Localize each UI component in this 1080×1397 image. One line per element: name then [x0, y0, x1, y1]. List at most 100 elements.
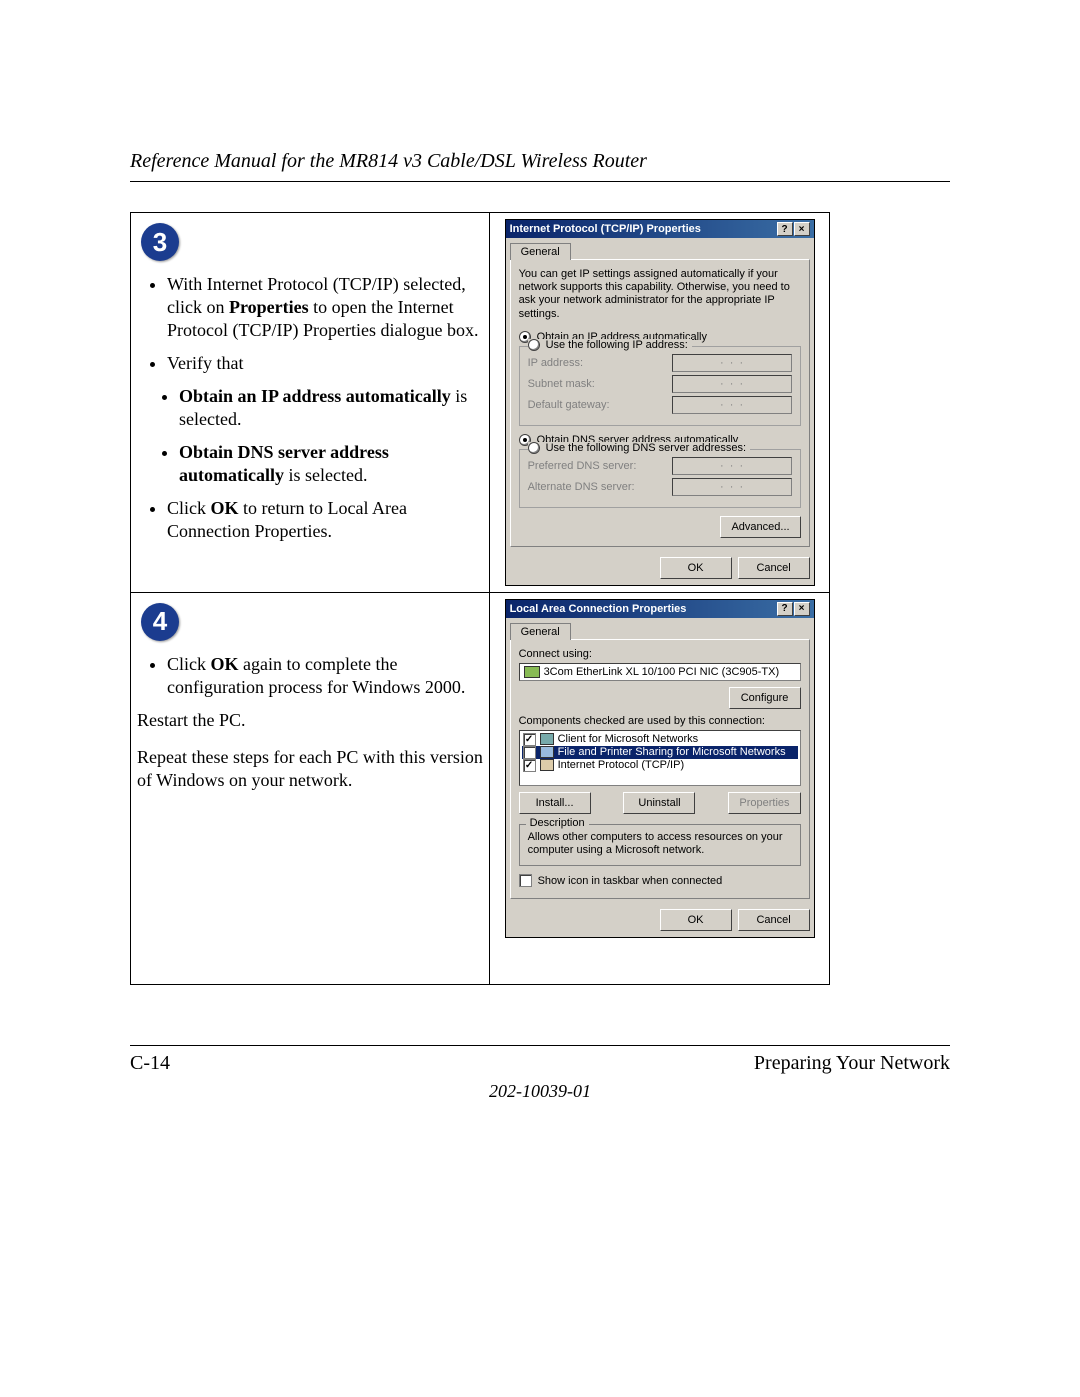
tab-general[interactable]: General [510, 623, 571, 640]
tcpip-body: You can get IP settings assigned automat… [510, 259, 810, 547]
text-bold: OK [211, 654, 239, 674]
text: Click [167, 654, 211, 674]
checkbox-icon[interactable] [523, 759, 536, 772]
components-listbox[interactable]: Client for Microsoft Networks File and P… [519, 730, 801, 786]
tab-row: General [506, 238, 814, 259]
footer-page-num: C-14 [130, 1052, 170, 1075]
tcpip-description: You can get IP settings assigned automat… [519, 268, 801, 321]
radio-use-ip[interactable]: Use the following IP address: [528, 339, 692, 351]
label-pref-dns: Preferred DNS server: [528, 460, 637, 472]
step4-p2: Repeat these steps for each PC with this… [137, 746, 483, 792]
step4-instructions: Click OK again to complete the configura… [131, 653, 489, 812]
label-ip: IP address: [528, 357, 583, 369]
dns-group: Use the following DNS server addresses: … [519, 449, 801, 508]
protocol-icon [540, 759, 554, 771]
step3-item-1: With Internet Protocol (TCP/IP) selected… [167, 273, 483, 342]
list-item-selected[interactable]: File and Printer Sharing for Microsoft N… [522, 746, 798, 759]
ip-group: Use the following IP address: IP address… [519, 346, 801, 426]
footer-doc-number: 202-10039-01 [130, 1081, 950, 1102]
step3-sub-b: Obtain DNS server address automatically … [179, 441, 483, 487]
ok-button[interactable]: OK [660, 557, 732, 579]
step4-text-cell: 4 Click OK again to complete the configu… [131, 592, 490, 984]
cancel-button[interactable]: Cancel [738, 909, 810, 931]
list-item[interactable]: Client for Microsoft Networks [522, 733, 798, 746]
footer-section: Preparing Your Network [754, 1052, 950, 1075]
properties-button[interactable]: Properties [728, 792, 800, 814]
text-bold: OK [211, 498, 239, 518]
text-bold: Obtain an IP address automatically [179, 386, 451, 406]
pref-dns-input[interactable]: · · · [672, 457, 792, 475]
description-text: Allows other computers to access resourc… [528, 831, 792, 857]
alt-dns-input[interactable]: · · · [672, 478, 792, 496]
component-label: Internet Protocol (TCP/IP) [558, 759, 685, 771]
content-table: 3 With Internet Protocol (TCP/IP) select… [130, 212, 830, 985]
step4-item-1: Click OK again to complete the configura… [167, 653, 483, 699]
advanced-button[interactable]: Advanced... [720, 516, 800, 538]
lac-footer-buttons: OK Cancel [506, 903, 814, 937]
radio-icon [528, 339, 540, 351]
lac-dialog: Local Area Connection Properties ? × Gen… [505, 599, 815, 938]
lac-title: Local Area Connection Properties [510, 603, 687, 615]
checkbox-icon[interactable] [523, 733, 536, 746]
tab-general[interactable]: General [510, 243, 571, 260]
footer-rule [130, 1045, 950, 1046]
cancel-button[interactable]: Cancel [738, 557, 810, 579]
step3-item-2: Verify that [167, 352, 483, 375]
page-footer: C-14 Preparing Your Network 202-10039-01 [130, 1045, 950, 1102]
tcpip-titlebar[interactable]: Internet Protocol (TCP/IP) Properties ? … [506, 220, 814, 238]
help-icon[interactable]: ? [777, 222, 793, 236]
text-bold: Properties [229, 297, 309, 317]
component-label: Client for Microsoft Networks [558, 733, 699, 745]
header-title: Reference Manual for the MR814 v3 Cable/… [130, 150, 950, 173]
uninstall-button[interactable]: Uninstall [623, 792, 695, 814]
step3-text-cell: 3 With Internet Protocol (TCP/IP) select… [131, 213, 490, 593]
components-label: Components checked are used by this conn… [519, 715, 801, 727]
lac-titlebar[interactable]: Local Area Connection Properties ? × [506, 600, 814, 618]
component-label: File and Printer Sharing for Microsoft N… [558, 746, 786, 758]
label-mask: Subnet mask: [528, 378, 595, 390]
header-rule [130, 181, 950, 182]
gateway-input[interactable]: · · · [672, 396, 792, 414]
configure-button[interactable]: Configure [729, 687, 801, 709]
install-button[interactable]: Install... [519, 792, 591, 814]
list-item[interactable]: Internet Protocol (TCP/IP) [522, 759, 798, 772]
ip-input[interactable]: · · · [672, 354, 792, 372]
checkbox-icon[interactable] [519, 874, 532, 887]
nic-name: 3Com EtherLink XL 10/100 PCI NIC (3C905-… [544, 666, 780, 678]
checkbox-label: Show icon in taskbar when connected [538, 875, 723, 887]
step-badge-3: 3 [141, 223, 179, 261]
step4-screenshot-cell: Local Area Connection Properties ? × Gen… [490, 592, 830, 984]
radio-label: Use the following DNS server addresses: [546, 442, 747, 454]
nic-field[interactable]: 3Com EtherLink XL 10/100 PCI NIC (3C905-… [519, 663, 801, 681]
tcpip-footer-buttons: OK Cancel [506, 551, 814, 585]
radio-icon [528, 442, 540, 454]
component-buttons: Install... Uninstall Properties [519, 792, 801, 814]
label-gateway: Default gateway: [528, 399, 610, 411]
text: Click [167, 498, 211, 518]
radio-label: Use the following IP address: [546, 339, 688, 351]
tcpip-dialog: Internet Protocol (TCP/IP) Properties ? … [505, 219, 815, 586]
close-icon[interactable]: × [794, 602, 810, 616]
lac-body: Connect using: 3Com EtherLink XL 10/100 … [510, 639, 810, 899]
step3-instructions: With Internet Protocol (TCP/IP) selected… [131, 273, 489, 563]
connect-using-label: Connect using: [519, 648, 801, 660]
step3-screenshot-cell: Internet Protocol (TCP/IP) Properties ? … [490, 213, 830, 593]
service-icon [540, 746, 554, 758]
mask-input[interactable]: · · · [672, 375, 792, 393]
step3-item-3: Click OK to return to Local Area Connect… [167, 497, 483, 543]
help-icon[interactable]: ? [777, 602, 793, 616]
tcpip-title: Internet Protocol (TCP/IP) Properties [510, 223, 701, 235]
close-icon[interactable]: × [794, 222, 810, 236]
description-legend: Description [526, 817, 589, 829]
ok-button[interactable]: OK [660, 909, 732, 931]
step4-p1: Restart the PC. [137, 709, 483, 732]
page: Reference Manual for the MR814 v3 Cable/… [130, 150, 950, 985]
radio-use-dns[interactable]: Use the following DNS server addresses: [528, 442, 751, 454]
label-alt-dns: Alternate DNS server: [528, 481, 635, 493]
step3-sub-a: Obtain an IP address automatically is se… [179, 385, 483, 431]
checkbox-icon[interactable] [523, 746, 536, 759]
step-badge-4: 4 [141, 603, 179, 641]
description-group: Description Allows other computers to ac… [519, 824, 801, 866]
client-icon [540, 733, 554, 745]
show-icon-check[interactable]: Show icon in taskbar when connected [519, 874, 801, 887]
